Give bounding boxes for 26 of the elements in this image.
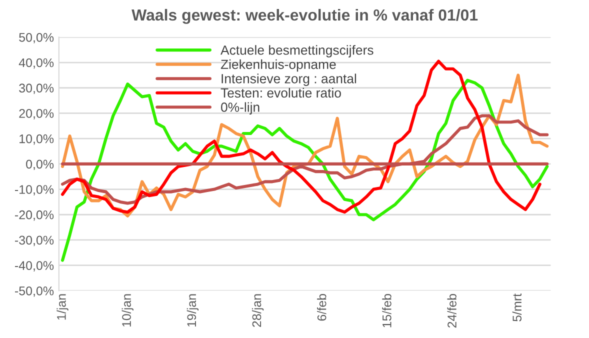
x-tick-label: 6/feb (317, 294, 326, 321)
x-tick-label: 1/jan (56, 294, 68, 320)
legend-label: Testen: evolutie ratio (220, 88, 341, 98)
x-tick-label: 24/feb (447, 294, 456, 328)
y-tick-label: -10,0% (14, 185, 54, 196)
x-tick-label: 15/feb (382, 294, 392, 328)
x-tick-label: 28/jan (252, 294, 264, 327)
x-tick-label: 5/mrt (512, 294, 522, 322)
y-tick-label: 0,0% (26, 160, 54, 170)
y-tick-label: 20,0% (19, 109, 54, 120)
y-tick-label: 40,0% (18, 58, 54, 69)
y-tick-label: -30,0% (14, 236, 54, 246)
legend-label: Intensieve zorg : aantal (222, 74, 356, 86)
legend-label: 0%-lijn (221, 102, 260, 115)
y-tick-label: -40,0% (14, 261, 54, 272)
y-tick-label: 10,0% (20, 134, 54, 145)
legend-label: Actuele besmettingscijfers (220, 45, 374, 58)
line-series (60, 114, 549, 205)
legend-label: Ziekenhuis-opname (220, 59, 336, 72)
chart-title: Waals gewest: week-evolutie in % vanaf 01/01 (132, 8, 478, 24)
x-tick-label: 19/jan (186, 294, 199, 327)
x-tick-label: 10/jan (122, 294, 134, 327)
y-tick-label: 30,0% (19, 84, 54, 94)
y-tick-label: 50,0% (19, 32, 54, 44)
y-tick-label: -50,0% (14, 286, 54, 297)
y-tick-label: -20,0% (14, 210, 54, 221)
